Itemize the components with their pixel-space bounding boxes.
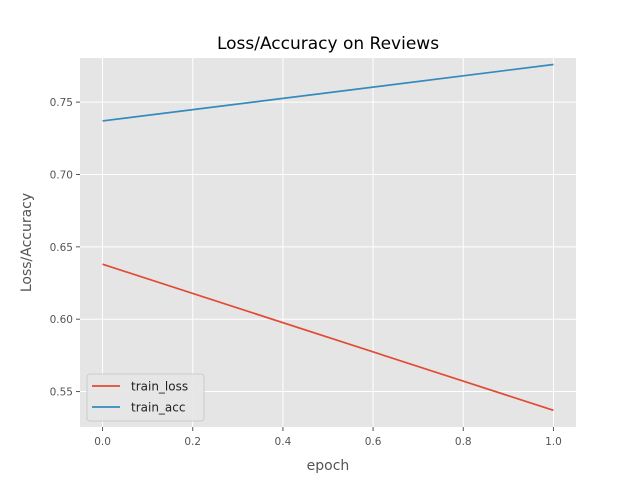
y-tick-label: 0.55 <box>50 387 73 399</box>
x-tick-label: 1.0 <box>545 436 562 448</box>
x-ticks: 0.0 0.2 0.4 0.6 0.8 1.0 <box>94 427 562 448</box>
y-tick-label: 0.75 <box>50 97 73 109</box>
x-tick-label: 0.8 <box>455 436 472 448</box>
legend-label-train-acc: train_acc <box>131 401 185 415</box>
plot-background <box>80 58 576 427</box>
series-line-train-loss <box>102 263 554 412</box>
series-lines <box>102 63 554 412</box>
legend: train_loss train_acc <box>86 373 205 422</box>
x-tick-label: 0.2 <box>184 436 201 448</box>
x-axis-label: epoch <box>307 458 350 474</box>
x-tick-label: 0.6 <box>365 436 382 448</box>
y-axis-label: Loss/Accuracy <box>19 193 35 292</box>
legend-label-train-loss: train_loss <box>131 380 188 394</box>
series-line-train-acc <box>102 63 554 122</box>
x-tick-label: 0.4 <box>275 436 292 448</box>
y-tick-label: 0.70 <box>50 169 73 181</box>
x-tick-label: 0.0 <box>94 436 111 448</box>
y-tick-label: 0.65 <box>50 242 73 254</box>
chart-title: Loss/Accuracy on Reviews <box>217 34 439 54</box>
y-ticks: 0.55 0.60 0.65 0.70 0.75 <box>50 97 80 399</box>
y-tick-label: 0.60 <box>50 314 73 326</box>
